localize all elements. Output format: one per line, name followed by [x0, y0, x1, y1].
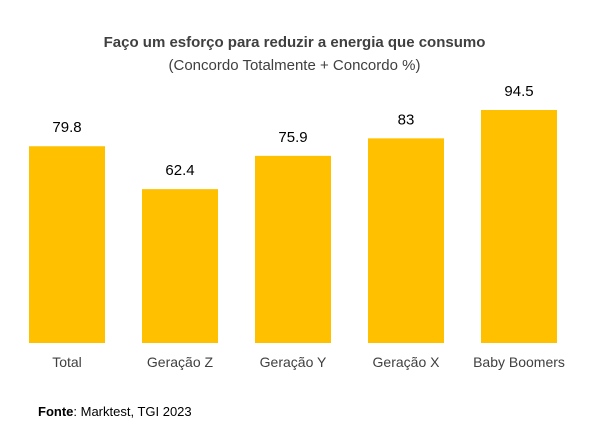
bar-chart: 79.8 Total 62.4 Geração Z 75.9 Geração Y 83 Ger…: [29, 83, 565, 370]
category-label: Geração Y: [260, 354, 327, 370]
source-text: : Marktest, TGI 2023: [73, 404, 192, 419]
data-label: 79.8: [52, 119, 81, 136]
data-label: 83: [398, 111, 415, 128]
bar: [481, 110, 557, 343]
chart-subtitle: (Concordo Totalmente + Concordo %): [168, 57, 421, 74]
category-label: Geração X: [373, 354, 441, 370]
category-label: Total: [52, 354, 82, 370]
source-note: Fonte: Marktest, TGI 2023: [38, 404, 192, 419]
category-label: Baby Boomers: [473, 354, 565, 370]
bar: [368, 138, 444, 343]
chart-title: Faço um esforço para reduzir a energia q…: [103, 34, 486, 51]
category-label: Geração Z: [147, 354, 214, 370]
bar: [255, 155, 331, 343]
source-label: Fonte: [38, 404, 74, 419]
bar: [29, 146, 105, 343]
bar: [142, 189, 218, 343]
data-label: 62.4: [165, 162, 194, 179]
data-label: 94.5: [504, 83, 533, 100]
data-label: 75.9: [278, 129, 307, 146]
